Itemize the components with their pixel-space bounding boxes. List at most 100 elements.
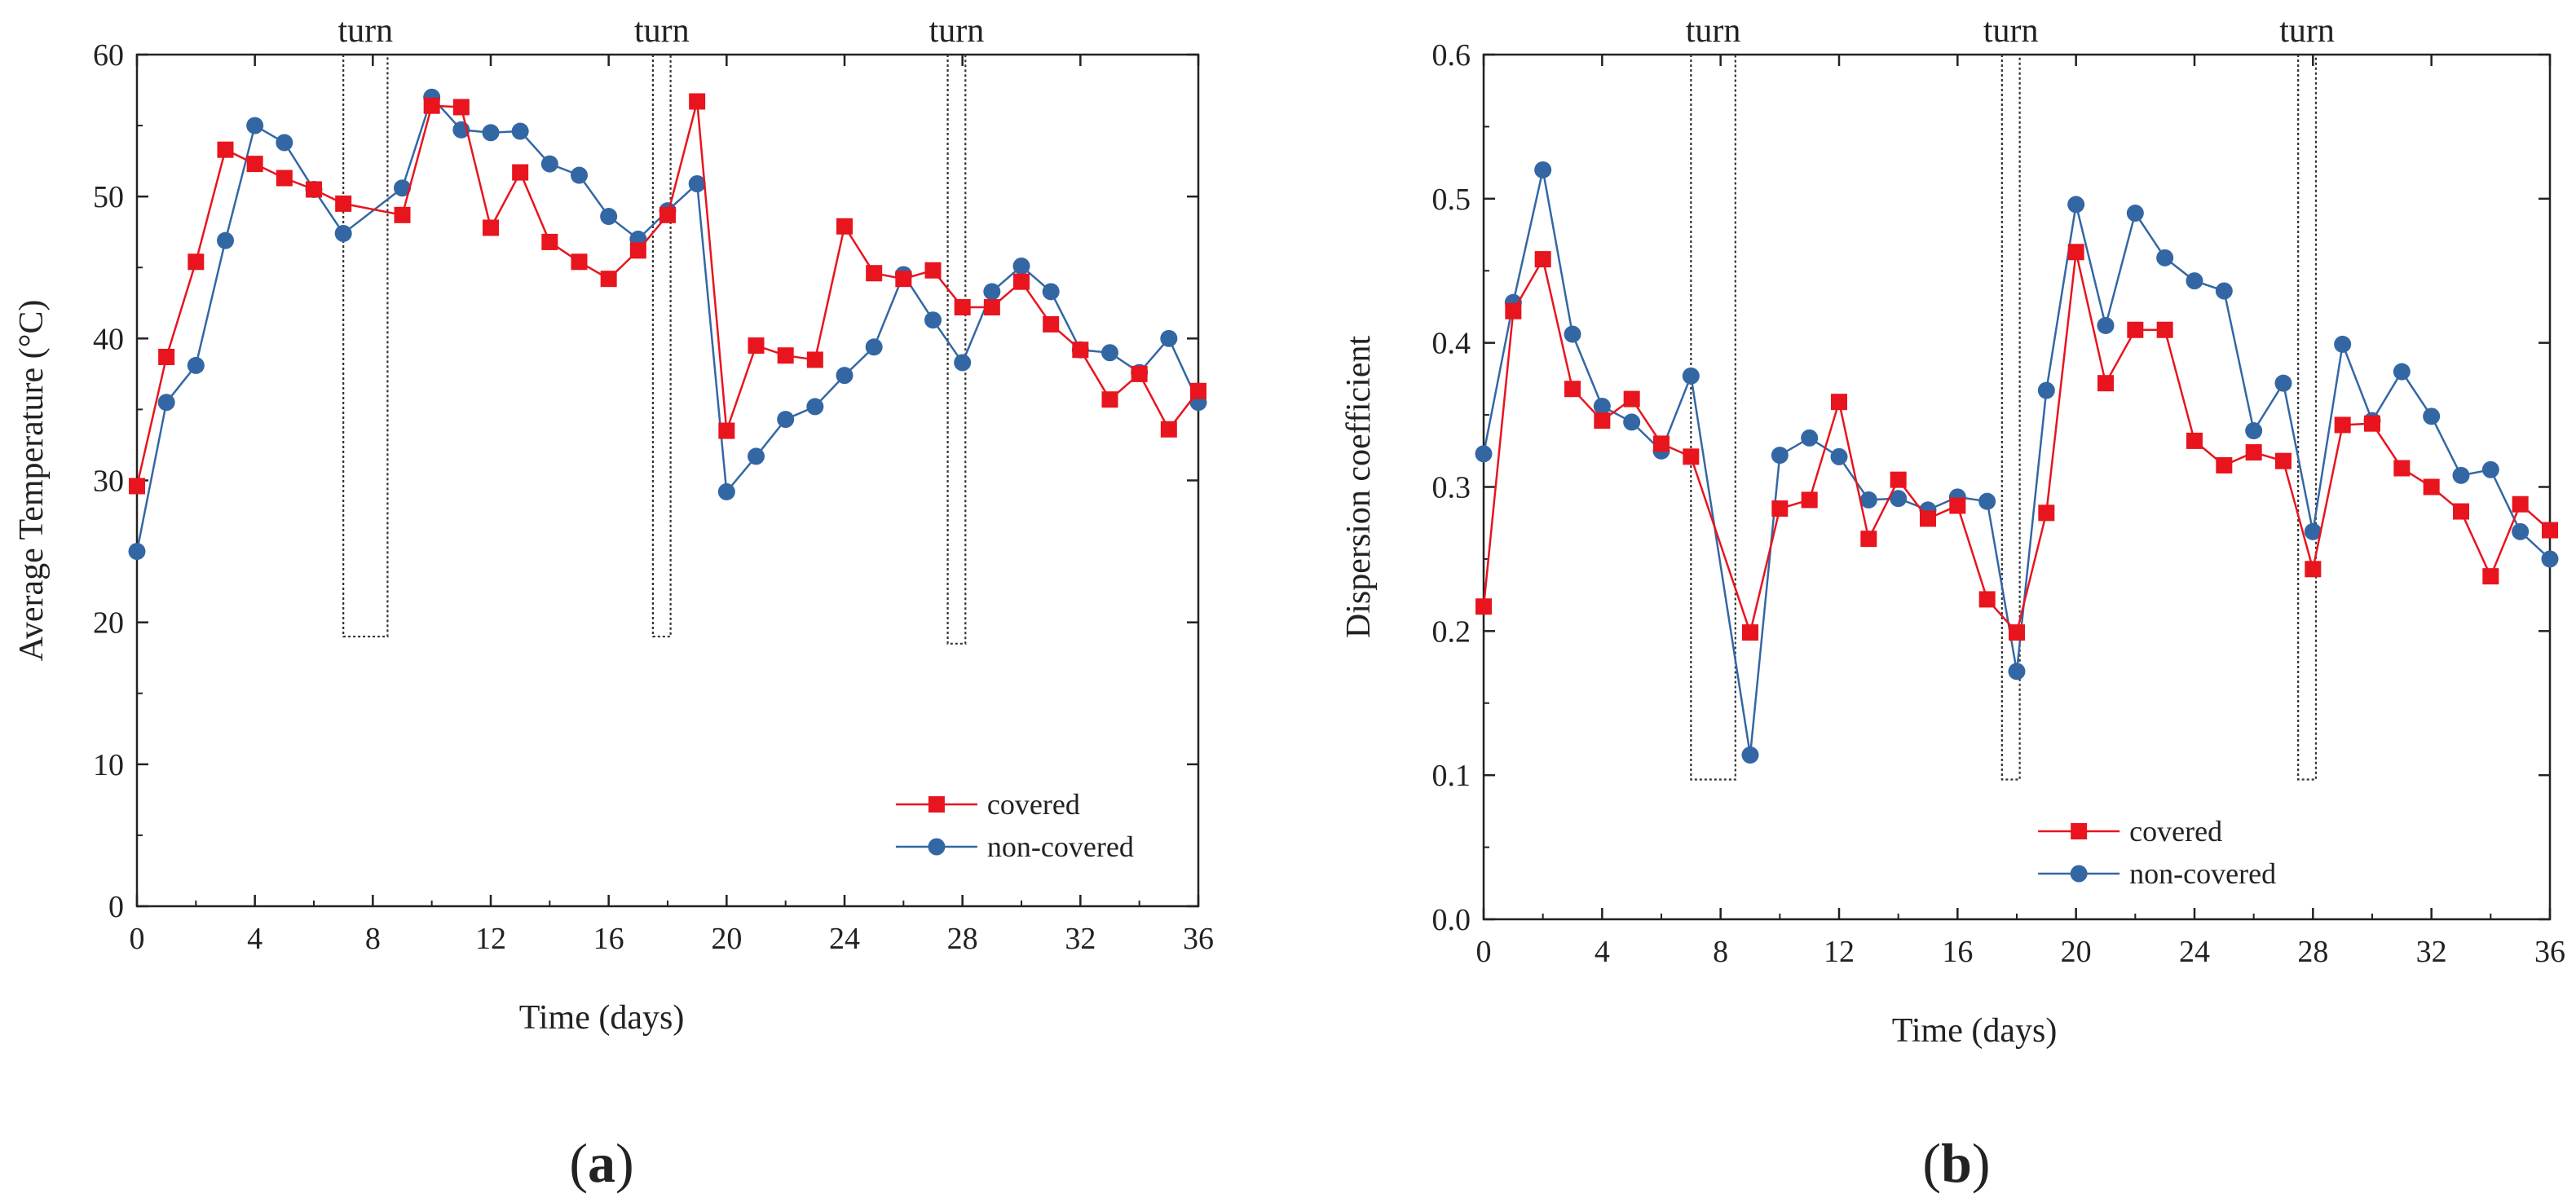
data-point-non-covered xyxy=(2097,316,2115,334)
x-axis-title: Time (days) xyxy=(519,999,685,1037)
data-point-covered xyxy=(1771,500,1789,518)
data-point-non-covered xyxy=(2037,381,2055,399)
data-point-non-covered xyxy=(806,398,824,416)
data-point-non-covered xyxy=(246,117,264,134)
data-point-covered xyxy=(276,170,293,187)
data-point-covered xyxy=(2275,452,2291,469)
y-tick-label: 0.1 xyxy=(1432,759,1471,793)
data-point-non-covered xyxy=(1830,447,1848,465)
data-point-non-covered xyxy=(157,394,175,412)
data-point-non-covered xyxy=(1890,490,1908,508)
data-point-covered xyxy=(541,233,558,250)
data-point-non-covered xyxy=(2481,460,2499,478)
data-point-covered xyxy=(2423,478,2440,495)
turn-label: turn xyxy=(634,12,690,50)
panel-label-open: ( xyxy=(1922,1132,1941,1194)
turn-marker xyxy=(2297,55,2318,781)
x-tick-label: 0 xyxy=(130,922,145,956)
panel-label: (b) xyxy=(1922,1132,1990,1194)
data-point-non-covered xyxy=(276,134,293,152)
data-point-non-covered xyxy=(2215,282,2233,300)
y-tick-label: 10 xyxy=(93,748,124,782)
data-point-non-covered xyxy=(1101,344,1118,362)
panel-label-letter: b xyxy=(1941,1132,1972,1194)
data-point-covered xyxy=(659,206,676,223)
data-point-covered xyxy=(512,164,529,181)
data-point-non-covered xyxy=(954,354,972,372)
data-point-covered xyxy=(1978,591,1996,608)
y-tick-label: 0.3 xyxy=(1432,471,1471,505)
data-point-non-covered xyxy=(1623,413,1641,431)
data-point-non-covered xyxy=(482,124,500,142)
data-point-covered xyxy=(2542,522,2558,539)
y-tick-label: 0.0 xyxy=(1432,903,1471,937)
panel-label-open: ( xyxy=(569,1132,588,1194)
data-point-non-covered xyxy=(2186,272,2203,290)
data-point-non-covered xyxy=(1593,397,1611,415)
data-point-covered xyxy=(1623,390,1640,407)
data-point-non-covered xyxy=(394,179,411,197)
turn-marker xyxy=(946,55,967,645)
data-point-non-covered xyxy=(2304,522,2322,540)
x-tick-label: 16 xyxy=(593,922,624,956)
data-point-non-covered xyxy=(1771,447,1789,465)
data-point-non-covered xyxy=(2512,522,2530,540)
data-point-covered xyxy=(306,181,322,198)
data-point-non-covered xyxy=(2334,335,2352,353)
data-point-covered xyxy=(217,141,234,158)
data-point-covered xyxy=(689,93,706,110)
data-point-covered xyxy=(158,348,175,365)
data-point-covered xyxy=(1594,412,1611,429)
legend-label-covered: covered xyxy=(2129,815,2222,848)
turn-marker xyxy=(342,55,389,638)
data-point-covered xyxy=(806,351,823,368)
turn-label: turn xyxy=(2279,12,2335,50)
data-point-covered xyxy=(954,299,971,316)
data-point-covered xyxy=(1160,421,1177,438)
data-point-covered xyxy=(335,195,352,212)
data-point-covered xyxy=(629,242,646,259)
data-point-covered xyxy=(571,253,588,271)
data-point-non-covered xyxy=(2541,550,2559,568)
panel-label: (a) xyxy=(569,1132,633,1194)
data-point-covered xyxy=(2009,624,2025,641)
x-tick-label: 24 xyxy=(2179,935,2210,969)
data-point-non-covered xyxy=(1042,283,1060,301)
data-point-covered xyxy=(1043,315,1060,333)
x-tick-label: 4 xyxy=(247,922,262,956)
data-point-covered xyxy=(924,262,942,279)
data-point-non-covered xyxy=(924,311,942,329)
data-point-non-covered xyxy=(865,338,883,356)
x-tick-label: 28 xyxy=(947,922,978,956)
data-point-covered xyxy=(1013,273,1030,290)
data-point-covered xyxy=(2067,244,2084,261)
x-tick-label: 36 xyxy=(2534,935,2565,969)
data-point-covered xyxy=(1505,302,1522,319)
data-point-covered xyxy=(866,265,883,282)
plot-frame xyxy=(1482,53,2552,921)
data-point-non-covered xyxy=(2156,249,2174,266)
legend-label-non-covered: non-covered xyxy=(987,830,1134,863)
data-point-non-covered xyxy=(688,174,706,192)
data-point-covered xyxy=(2127,321,2144,338)
data-point-non-covered xyxy=(511,122,529,140)
y-tick-label: 20 xyxy=(93,606,124,641)
data-point-covered xyxy=(2512,495,2529,513)
data-point-covered xyxy=(1131,365,1148,382)
data-point-non-covered xyxy=(1859,491,1877,509)
turn-label: turn xyxy=(1686,12,1741,50)
x-tick-label: 36 xyxy=(1183,922,1214,956)
panel-label-letter: a xyxy=(588,1132,615,1194)
x-axis-title: Time (days) xyxy=(1892,1012,2058,1050)
y-tick-label: 0.5 xyxy=(1432,183,1471,217)
data-point-non-covered xyxy=(1741,746,1759,764)
data-point-covered xyxy=(1949,497,1966,514)
data-point-covered xyxy=(394,206,411,223)
y-tick-label: 60 xyxy=(93,38,124,73)
chart-b: 0 4 8 12 16 20 24 28 32 36 0.0 0.1 0.2 0.3 0.4 0.5 0.6 Ti… xyxy=(1340,12,2565,1194)
data-point-covered xyxy=(129,478,145,495)
data-point-non-covered xyxy=(2067,196,2085,214)
data-point-non-covered xyxy=(748,447,765,465)
data-point-non-covered xyxy=(1564,325,1581,343)
data-point-covered xyxy=(2186,432,2203,449)
